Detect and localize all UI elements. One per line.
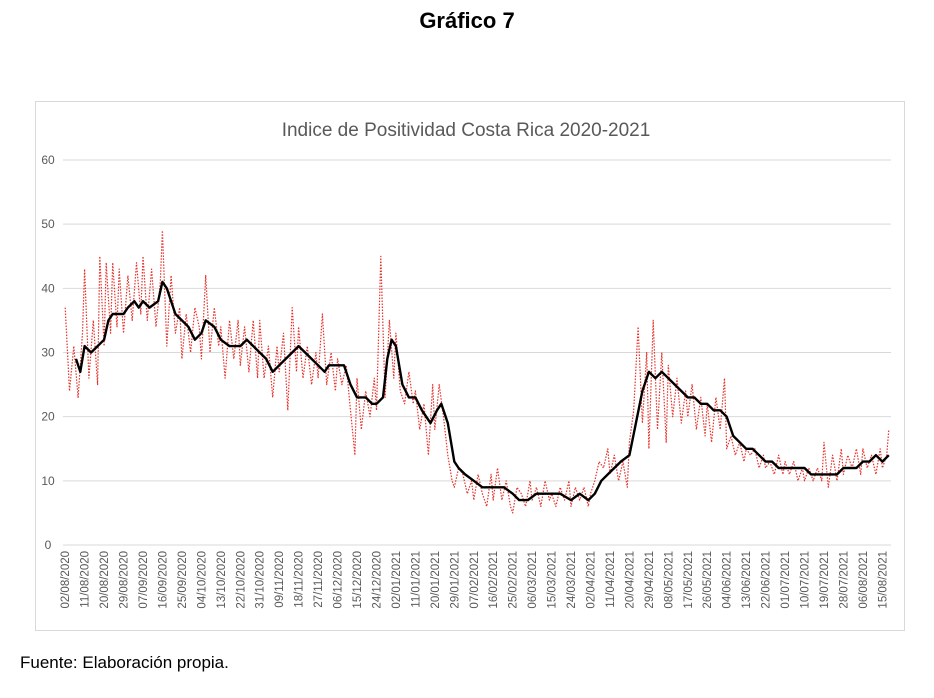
x-tick-label: 04/06/2021 xyxy=(722,551,734,609)
x-tick-label: 02/01/2021 xyxy=(391,551,403,609)
x-tick-label: 25/02/2021 xyxy=(508,551,520,609)
chart-title: Indice de Positividad Costa Rica 2020-20… xyxy=(282,120,651,141)
y-axis-ticks: 0 10 20 30 40 50 60 xyxy=(41,153,55,552)
series-group xyxy=(64,230,890,514)
y-tick-label: 0 xyxy=(45,538,52,552)
x-tick-label: 02/08/2020 xyxy=(60,551,72,609)
x-tick-label: 27/11/2020 xyxy=(313,551,325,608)
x-tick-label: 02/04/2021 xyxy=(585,551,597,609)
x-tick-label: 24/03/2021 xyxy=(566,551,578,609)
x-tick-label: 20/04/2021 xyxy=(624,551,636,609)
x-axis-ticks: 02/08/2020 11/08/2020 20/08/2020 29/08/2020… xyxy=(60,551,889,609)
x-tick-label: 04/10/2020 xyxy=(196,551,208,609)
x-tick-label: 17/05/2021 xyxy=(683,551,695,609)
series-line-average xyxy=(74,280,890,502)
x-tick-label: 25/09/2020 xyxy=(177,551,189,609)
x-tick-label: 11/01/2021 xyxy=(410,551,422,608)
x-tick-label: 28/07/2021 xyxy=(838,551,850,609)
chart-heading: Gráfico 7 xyxy=(419,8,515,33)
line-chart: Indice de Positividad Costa Rica 2020-20… xyxy=(41,120,891,609)
x-tick-label: 08/05/2021 xyxy=(663,551,675,609)
x-tick-label: 22/06/2021 xyxy=(761,551,773,609)
x-tick-label: 06/08/2021 xyxy=(858,551,870,609)
x-tick-label: 31/10/2020 xyxy=(255,551,267,609)
x-tick-label: 07/02/2021 xyxy=(469,551,481,609)
x-tick-label: 19/07/2021 xyxy=(819,551,831,609)
gridlines xyxy=(63,159,891,546)
y-tick-label: 40 xyxy=(41,281,55,295)
x-tick-label: 11/08/2020 xyxy=(80,551,92,608)
x-tick-label: 15/08/2021 xyxy=(877,551,889,609)
x-tick-label: 10/07/2021 xyxy=(800,551,812,609)
x-tick-label: 22/10/2020 xyxy=(235,551,247,609)
x-tick-label: 29/04/2021 xyxy=(644,551,656,609)
y-tick-label: 50 xyxy=(41,217,55,231)
y-tick-label: 60 xyxy=(41,153,55,167)
x-tick-label: 13/10/2020 xyxy=(216,551,228,609)
source-note: Fuente: Elaboración propia. xyxy=(20,653,229,672)
y-tick-label: 20 xyxy=(41,410,55,424)
x-tick-label: 16/09/2020 xyxy=(157,551,169,609)
x-tick-label: 15/12/2020 xyxy=(352,551,364,609)
y-tick-label: 30 xyxy=(41,346,55,360)
x-tick-label: 11/04/2021 xyxy=(605,551,617,608)
x-tick-label: 20/01/2021 xyxy=(430,551,442,609)
x-tick-label: 06/03/2021 xyxy=(527,551,539,609)
x-tick-label: 06/12/2020 xyxy=(333,551,345,609)
x-tick-label: 13/06/2021 xyxy=(741,551,753,609)
x-tick-label: 16/02/2021 xyxy=(488,551,500,609)
x-tick-label: 26/05/2021 xyxy=(702,551,714,609)
series-line-daily xyxy=(64,230,890,514)
x-tick-label: 24/12/2020 xyxy=(371,551,383,609)
x-tick-label: 09/11/2020 xyxy=(274,551,286,608)
x-tick-label: 07/09/2020 xyxy=(138,551,150,609)
x-tick-label: 01/07/2021 xyxy=(780,551,792,609)
chart-area: Indice de Positividad Costa Rica 2020-20… xyxy=(35,101,905,631)
x-tick-label: 15/03/2021 xyxy=(547,551,559,609)
x-tick-label: 29/01/2021 xyxy=(449,551,461,609)
x-tick-label: 18/11/2020 xyxy=(294,551,306,608)
y-tick-label: 10 xyxy=(41,474,55,488)
x-tick-label: 29/08/2020 xyxy=(119,551,131,609)
x-tick-label: 20/08/2020 xyxy=(99,551,111,609)
